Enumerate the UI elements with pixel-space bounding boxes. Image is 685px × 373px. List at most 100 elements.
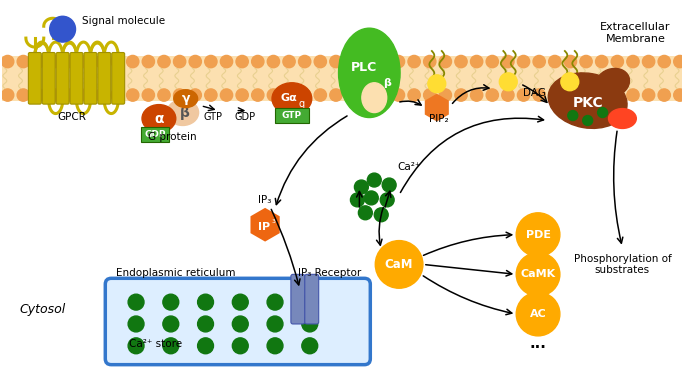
Circle shape bbox=[627, 89, 639, 101]
Circle shape bbox=[17, 89, 29, 101]
Ellipse shape bbox=[608, 109, 636, 128]
Polygon shape bbox=[251, 208, 279, 242]
Text: ...: ... bbox=[530, 336, 547, 351]
Circle shape bbox=[439, 89, 451, 101]
Ellipse shape bbox=[272, 83, 312, 115]
FancyBboxPatch shape bbox=[305, 274, 319, 324]
Circle shape bbox=[674, 89, 685, 101]
Ellipse shape bbox=[362, 83, 387, 113]
Circle shape bbox=[267, 338, 283, 354]
Circle shape bbox=[189, 56, 201, 68]
Circle shape bbox=[232, 338, 248, 354]
Circle shape bbox=[408, 89, 420, 101]
Circle shape bbox=[251, 89, 264, 101]
FancyBboxPatch shape bbox=[98, 53, 111, 104]
Circle shape bbox=[232, 316, 248, 332]
Circle shape bbox=[189, 89, 201, 101]
Ellipse shape bbox=[548, 73, 627, 128]
Circle shape bbox=[49, 56, 61, 68]
Circle shape bbox=[205, 56, 217, 68]
Circle shape bbox=[163, 294, 179, 310]
Circle shape bbox=[377, 89, 389, 101]
Circle shape bbox=[377, 56, 389, 68]
Circle shape bbox=[283, 89, 295, 101]
Circle shape bbox=[142, 56, 155, 68]
Circle shape bbox=[302, 294, 318, 310]
Circle shape bbox=[197, 316, 214, 332]
Circle shape bbox=[393, 56, 405, 68]
Text: Ca²⁺: Ca²⁺ bbox=[397, 162, 421, 172]
Circle shape bbox=[221, 56, 233, 68]
Text: Ca²⁺ store: Ca²⁺ store bbox=[129, 339, 182, 349]
Circle shape bbox=[128, 294, 144, 310]
Ellipse shape bbox=[338, 28, 400, 117]
Circle shape bbox=[236, 56, 248, 68]
FancyBboxPatch shape bbox=[105, 278, 371, 365]
Bar bbox=[2, 56, 682, 101]
Text: β: β bbox=[383, 78, 391, 88]
Text: PLC: PLC bbox=[351, 62, 377, 74]
Circle shape bbox=[64, 89, 76, 101]
Circle shape bbox=[329, 89, 342, 101]
Text: GTP: GTP bbox=[204, 113, 223, 122]
Circle shape bbox=[345, 89, 358, 101]
Text: β: β bbox=[179, 106, 190, 120]
Text: GDP: GDP bbox=[144, 130, 166, 139]
Circle shape bbox=[128, 316, 144, 332]
Circle shape bbox=[111, 56, 123, 68]
Circle shape bbox=[455, 56, 467, 68]
Circle shape bbox=[314, 89, 327, 101]
Text: GPCR: GPCR bbox=[57, 113, 86, 122]
Circle shape bbox=[674, 56, 685, 68]
Circle shape bbox=[367, 173, 382, 187]
Circle shape bbox=[643, 56, 655, 68]
Circle shape bbox=[127, 56, 139, 68]
Circle shape bbox=[408, 56, 420, 68]
Circle shape bbox=[533, 56, 545, 68]
Circle shape bbox=[501, 56, 514, 68]
Circle shape bbox=[79, 89, 92, 101]
Circle shape bbox=[361, 56, 373, 68]
Text: AC: AC bbox=[530, 309, 547, 319]
Text: Phosphorylation of
substrates: Phosphorylation of substrates bbox=[573, 254, 671, 275]
Text: PIP₂: PIP₂ bbox=[429, 115, 449, 125]
Circle shape bbox=[428, 75, 446, 93]
Circle shape bbox=[517, 89, 530, 101]
Circle shape bbox=[549, 56, 561, 68]
Circle shape bbox=[163, 316, 179, 332]
Circle shape bbox=[163, 338, 179, 354]
Circle shape bbox=[361, 89, 373, 101]
Circle shape bbox=[236, 89, 248, 101]
Circle shape bbox=[302, 316, 318, 332]
Circle shape bbox=[499, 73, 517, 91]
Circle shape bbox=[658, 89, 671, 101]
Circle shape bbox=[382, 178, 396, 192]
FancyBboxPatch shape bbox=[84, 53, 97, 104]
Circle shape bbox=[221, 89, 233, 101]
Circle shape bbox=[583, 116, 593, 125]
Circle shape bbox=[375, 241, 423, 288]
Circle shape bbox=[516, 253, 560, 296]
Circle shape bbox=[158, 89, 170, 101]
Text: IP₃: IP₃ bbox=[258, 195, 272, 205]
Circle shape bbox=[486, 89, 499, 101]
Circle shape bbox=[564, 89, 577, 101]
Text: DAG: DAG bbox=[523, 88, 546, 98]
Ellipse shape bbox=[142, 104, 176, 132]
FancyBboxPatch shape bbox=[275, 107, 309, 123]
Text: α: α bbox=[154, 112, 164, 125]
Circle shape bbox=[127, 89, 139, 101]
Circle shape bbox=[1, 56, 14, 68]
Circle shape bbox=[128, 338, 144, 354]
Text: PDE: PDE bbox=[525, 230, 551, 239]
Ellipse shape bbox=[167, 100, 199, 125]
Circle shape bbox=[471, 89, 483, 101]
FancyBboxPatch shape bbox=[112, 53, 125, 104]
Text: GTP: GTP bbox=[282, 111, 302, 120]
Circle shape bbox=[380, 193, 394, 207]
Circle shape bbox=[561, 73, 579, 91]
Circle shape bbox=[549, 89, 561, 101]
Circle shape bbox=[533, 89, 545, 101]
Circle shape bbox=[283, 56, 295, 68]
Circle shape bbox=[597, 107, 608, 117]
